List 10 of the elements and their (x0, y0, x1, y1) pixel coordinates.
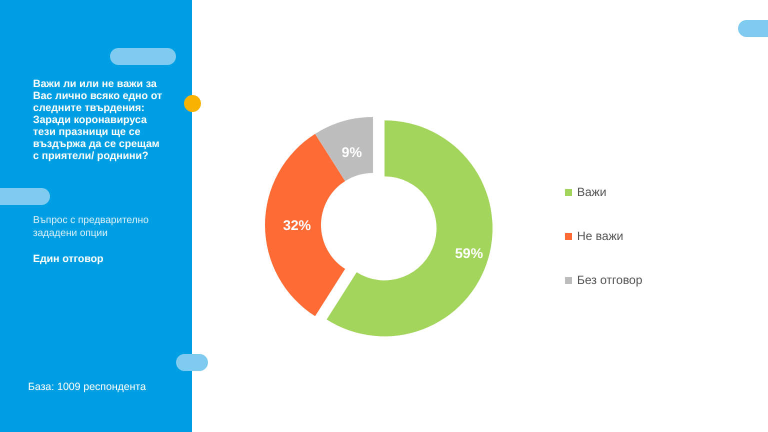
text: Един отговор (33, 253, 104, 265)
data-label: 32% (282, 217, 312, 233)
legend-label: Не важи (577, 229, 624, 243)
text: База: 1009 респондента (28, 381, 146, 393)
text: Въпрос с предварително зададени опции (33, 214, 150, 240)
text: Важи ли или не важи за Вас лично всяко едно от следните твърдения: Заради коронавируса тези празници ще се въздържа да се срещам с приятели/ роднини? (33, 78, 164, 162)
legend-label: Важи (577, 185, 606, 199)
data-label: 59% (455, 244, 484, 261)
legend-label: Без отговор (577, 273, 642, 287)
data-label: 9% (342, 144, 362, 160)
